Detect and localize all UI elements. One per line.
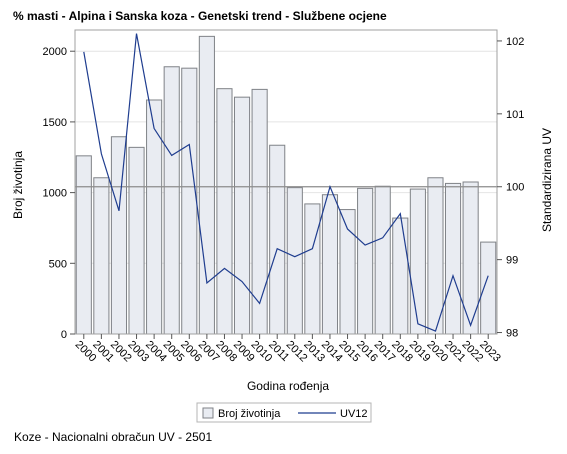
bar <box>233 96 251 335</box>
uv12-line <box>83 33 489 332</box>
x-axis: 2000200120022003200420052006200720082009… <box>73 334 503 364</box>
y-axis-right: 98 99 100 101 102 <box>497 36 524 340</box>
bar <box>110 136 128 335</box>
bar <box>216 88 233 335</box>
y2-tick-label: 102 <box>506 36 524 48</box>
legend-bar-label: Broj životinja <box>218 408 281 420</box>
y2-tick-label: 99 <box>506 255 518 267</box>
chart-title: % masti - Alpina i Sanska koza - Genetsk… <box>13 9 387 23</box>
bar <box>198 35 215 335</box>
y2-axis-label: Standardizirana UV <box>540 128 554 232</box>
bar-series <box>75 35 497 335</box>
x-axis-label: Godina rođenja <box>247 379 329 393</box>
y2-tick-label: 100 <box>506 182 524 194</box>
bar <box>480 241 497 335</box>
y-tick-label: 500 <box>49 258 67 270</box>
bar <box>93 177 110 335</box>
bar <box>304 203 321 335</box>
y-tick-label: 1500 <box>43 117 67 129</box>
bar <box>409 188 426 335</box>
bar <box>444 182 462 335</box>
bar <box>392 217 409 335</box>
legend-bar-swatch <box>202 407 214 419</box>
y-tick-label: 2000 <box>43 46 67 58</box>
bar <box>321 194 339 335</box>
bar <box>357 187 374 335</box>
plot-frame <box>74 29 498 335</box>
line-series <box>83 33 489 332</box>
bar <box>374 185 391 335</box>
bar <box>146 99 163 335</box>
y2-tick-label: 98 <box>506 328 518 340</box>
legend: Broj životinja UV12 <box>196 402 372 423</box>
bar <box>427 177 444 335</box>
bar <box>181 67 198 335</box>
bar <box>269 144 286 335</box>
legend-line-label: UV12 <box>340 408 368 420</box>
bar <box>163 66 180 335</box>
bar <box>286 187 303 335</box>
y-tick-label: 1000 <box>43 188 67 200</box>
y-axis-label: Broj životinja <box>11 151 25 219</box>
legend-frame <box>196 402 372 423</box>
footer-note: Koze - Nacionalni obračun UV - 2501 <box>14 430 213 444</box>
bar <box>128 146 145 335</box>
bar <box>75 155 92 335</box>
y-axis-left: 0 500 1000 1500 2000 <box>43 46 75 341</box>
y2-tick-label: 101 <box>506 109 524 121</box>
y-tick-label: 0 <box>61 329 67 341</box>
